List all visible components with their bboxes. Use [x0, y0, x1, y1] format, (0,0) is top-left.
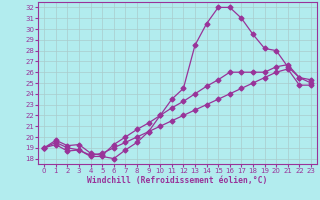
X-axis label: Windchill (Refroidissement éolien,°C): Windchill (Refroidissement éolien,°C)	[87, 176, 268, 185]
